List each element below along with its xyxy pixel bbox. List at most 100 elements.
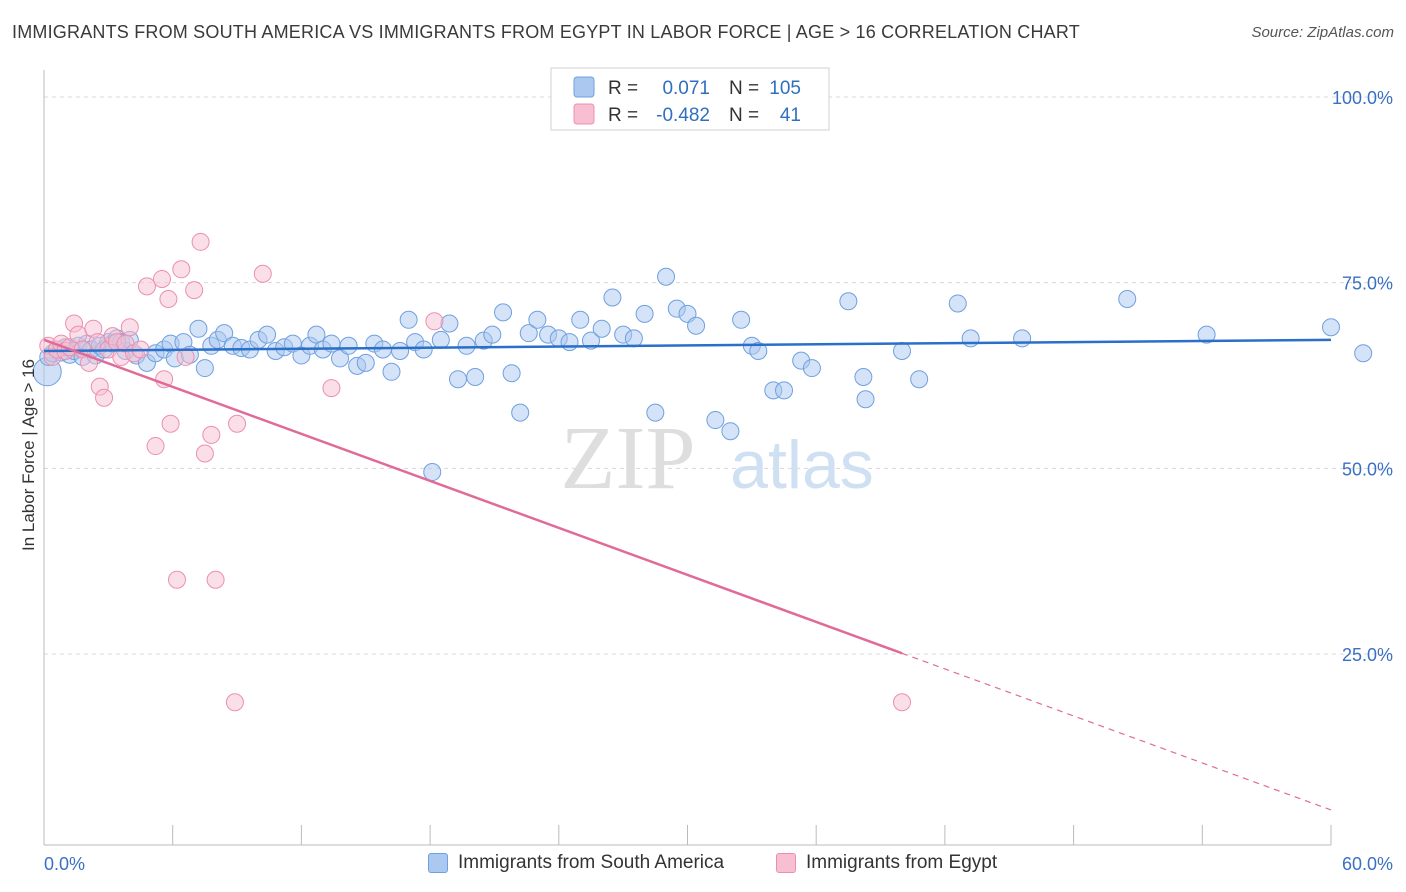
y-tick-label-100: 100.0% — [1332, 88, 1393, 108]
y-axis-label: In Labor Force | Age > 16 — [19, 359, 38, 551]
point-south-america — [893, 341, 911, 360]
point-south-america — [961, 329, 980, 348]
legend-swatch-blue — [428, 853, 448, 873]
point-south-america — [1197, 325, 1216, 344]
point-egypt — [202, 425, 221, 444]
point-south-america — [391, 341, 410, 360]
point-south-america — [775, 381, 794, 400]
point-south-america — [494, 303, 513, 322]
point-south-america — [258, 325, 277, 344]
watermark-atlas: atlas — [730, 427, 874, 503]
point-egypt — [176, 347, 195, 366]
point-south-america — [1013, 329, 1032, 348]
x-tick-label-max: 60.0% — [1342, 854, 1393, 874]
point-egypt — [159, 290, 178, 309]
stats-n-value-pink: 41 — [780, 105, 801, 126]
legend-label-egypt: Immigrants from Egypt — [806, 852, 998, 873]
point-south-america — [382, 362, 401, 381]
gridlines: 25.0% 50.0% 75.0% 100.0% — [44, 88, 1393, 665]
point-egypt — [185, 281, 204, 300]
point-south-america — [603, 288, 622, 307]
point-south-america — [373, 340, 392, 359]
watermark-zip: ZIP — [561, 409, 696, 508]
point-egypt — [137, 277, 156, 296]
point-egypt — [228, 414, 247, 433]
point-south-america — [948, 294, 967, 313]
point-south-america — [414, 340, 433, 359]
point-south-america — [802, 359, 821, 378]
point-south-america — [431, 330, 450, 349]
point-south-america — [519, 324, 538, 343]
point-south-america — [581, 331, 600, 350]
point-egypt — [425, 312, 444, 331]
stats-r-label-pink: R = — [608, 105, 638, 126]
point-south-america — [646, 403, 665, 422]
point-egypt — [69, 325, 88, 344]
point-south-america — [440, 314, 459, 333]
point-south-america — [624, 329, 643, 348]
axes — [43, 70, 1332, 846]
point-egypt — [322, 379, 341, 398]
point-south-america — [339, 336, 358, 355]
stats-swatch-pink — [573, 103, 595, 125]
point-egypt — [172, 260, 191, 279]
stats-r-label-blue: R = — [608, 78, 638, 99]
point-south-america — [423, 463, 442, 482]
point-south-america — [856, 390, 875, 409]
point-egypt — [206, 570, 225, 589]
point-south-america — [215, 324, 234, 343]
point-south-america — [356, 353, 375, 372]
source-credit: Source: ZipAtlas.com — [1251, 24, 1394, 41]
stats-n-label-blue: N = — [729, 78, 759, 99]
point-south-america — [635, 304, 654, 323]
point-south-america — [732, 310, 751, 329]
bottom-legend: Immigrants from South America Immigrants… — [0, 850, 1406, 880]
legend-item-south-america[interactable]: Immigrants from South America — [428, 852, 724, 874]
point-egypt — [195, 444, 214, 463]
stats-n-label-pink: N = — [729, 105, 759, 126]
point-south-america — [448, 370, 467, 389]
point-south-america — [466, 367, 485, 386]
point-south-america — [657, 267, 676, 286]
point-south-america — [195, 359, 214, 378]
trend-line-egypt — [43, 338, 903, 655]
point-egypt — [893, 693, 911, 712]
point-south-america — [331, 349, 350, 368]
point-egypt — [161, 414, 180, 433]
point-south-america — [721, 422, 740, 441]
point-south-america — [528, 310, 547, 329]
legend-item-egypt[interactable]: Immigrants from Egypt — [776, 852, 997, 874]
point-egypt — [167, 570, 186, 589]
point-south-america — [1118, 290, 1137, 309]
point-egypt — [191, 232, 210, 251]
point-south-america — [502, 364, 521, 383]
point-south-america — [910, 370, 929, 389]
point-south-america — [749, 341, 768, 360]
stats-n-value-blue: 105 — [769, 78, 801, 99]
point-south-america — [1354, 344, 1373, 363]
point-south-america — [854, 367, 873, 386]
series-south-america-points — [32, 267, 1373, 482]
point-south-america — [1322, 318, 1340, 337]
trend-line-egypt-extension — [901, 652, 1332, 811]
trend-line-south-america — [43, 338, 1332, 353]
y-tick-label-25: 25.0% — [1342, 645, 1393, 665]
stats-swatch-blue — [573, 76, 595, 98]
stats-r-value-pink: -0.482 — [656, 105, 710, 126]
point-egypt — [253, 264, 272, 283]
stats-r-value-blue: 0.071 — [662, 78, 710, 99]
legend-swatch-pink — [776, 853, 796, 873]
trend-lines — [43, 338, 1332, 811]
point-south-america — [511, 403, 530, 422]
point-egypt — [225, 693, 244, 712]
chart-title: IMMIGRANTS FROM SOUTH AMERICA VS IMMIGRA… — [12, 22, 1080, 42]
watermark: ZIP atlas — [561, 409, 874, 508]
point-egypt — [95, 388, 114, 407]
point-south-america — [560, 333, 579, 352]
point-south-america — [592, 319, 611, 338]
point-egypt — [146, 437, 165, 456]
y-tick-label-75: 75.0% — [1342, 274, 1393, 294]
point-south-america — [687, 316, 706, 335]
y-tick-label-50: 50.0% — [1342, 459, 1393, 479]
